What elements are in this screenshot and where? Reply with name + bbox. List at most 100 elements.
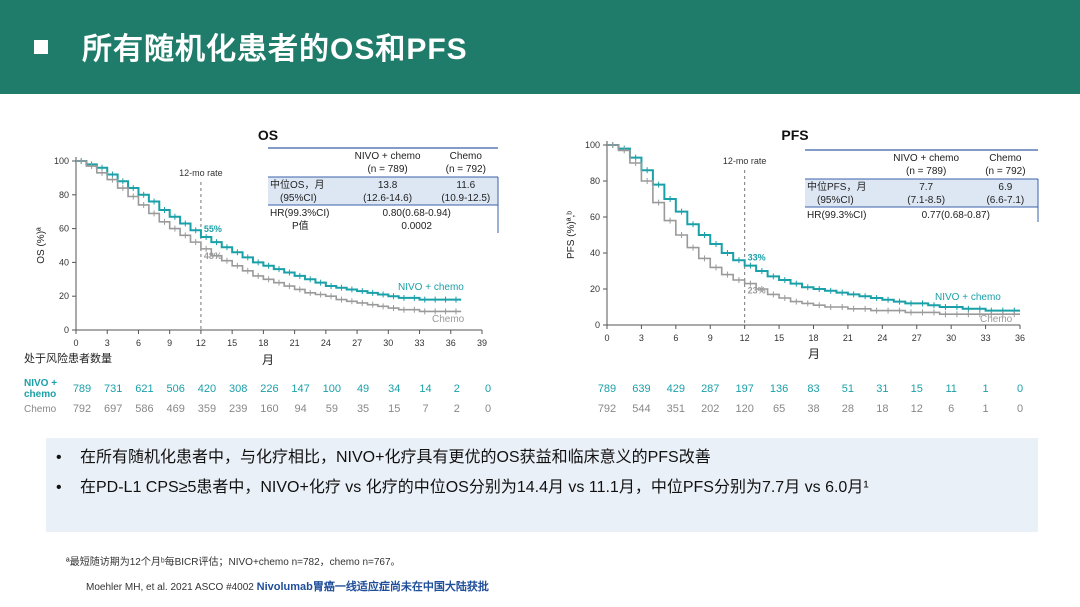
table-col1-head: NIVO + chemo: [893, 153, 959, 164]
y-tick-label: 0: [64, 325, 69, 335]
table-row2-label: HR(99.3%CI): [270, 208, 329, 219]
risk-count-chemo: 12: [911, 403, 923, 415]
risk-count-nivo: 731: [104, 383, 122, 395]
table-row1-label: 中位OS，月: [270, 178, 324, 191]
x-tick-label: 27: [352, 338, 362, 348]
risk-count-chemo: 2: [454, 403, 460, 415]
x-tick-label: 36: [1015, 333, 1025, 343]
risk-count-nivo: 308: [229, 383, 247, 395]
x-axis-label: 月: [262, 353, 274, 367]
table-row3-value: 0.0002: [401, 221, 432, 232]
chart-title: OS: [258, 127, 278, 143]
x-tick-label: 39: [477, 338, 487, 348]
rate-value-label: 23%: [748, 286, 766, 296]
risk-count-nivo: 197: [735, 383, 753, 395]
summary-box: • 在所有随机化患者中，与化疗相比，NIVO+化疗具有更优的OS获益和临床意义的…: [46, 438, 1038, 532]
risk-count-nivo: 11: [945, 383, 956, 395]
risk-count-nivo: 15: [911, 383, 923, 395]
rate-line-label: 12-mo rate: [179, 168, 223, 178]
x-tick-label: 15: [227, 338, 237, 348]
y-axis-label: PFS (%)ª,ᵇ: [566, 211, 577, 259]
table-col1-head: NIVO + chemo: [355, 151, 421, 162]
x-tick-label: 18: [258, 338, 268, 348]
risk-label-nivo-1: NIVO +: [24, 378, 57, 389]
risk-count-chemo: 18: [876, 403, 888, 415]
table-row2-label: HR(99.3%CI): [807, 210, 866, 221]
rate-value-label: 33%: [748, 253, 766, 263]
risk-count-chemo: 6: [948, 403, 954, 415]
risk-count-nivo: 49: [357, 383, 369, 395]
table-row1-v1: 13.8: [378, 180, 398, 191]
y-tick-label: 20: [590, 284, 600, 294]
reference: Moehler MH, et al. 2021 ASCO #4002 Nivol…: [86, 578, 489, 594]
risk-count-chemo: 38: [807, 403, 819, 415]
table-row2-value: 0.80(0.68-0.94): [383, 208, 451, 219]
table-col1-n: (n = 789): [367, 164, 407, 175]
risk-count-nivo: 0: [1017, 383, 1023, 395]
risk-count-nivo: 639: [632, 383, 650, 395]
risk-count-chemo: 792: [598, 403, 616, 415]
risk-count-chemo: 544: [632, 403, 650, 415]
x-tick-label: 27: [912, 333, 922, 343]
title-bar: 所有随机化患者的OS和PFS: [0, 0, 1080, 94]
risk-count-nivo: 14: [419, 383, 431, 395]
x-tick-label: 24: [877, 333, 887, 343]
risk-count-chemo: 0: [485, 403, 491, 415]
risk-count-chemo: 239: [229, 403, 247, 415]
risk-count-nivo: 287: [701, 383, 719, 395]
series-line-nivo: [607, 144, 1020, 312]
table-row3-label: P值: [292, 219, 309, 232]
risk-count-nivo: 34: [388, 383, 400, 395]
legend-nivo: NIVO + chemo: [398, 282, 464, 293]
risk-count-nivo: 31: [876, 383, 888, 395]
risk-count-chemo: 586: [135, 403, 153, 415]
table-row1-v1-ci: (12.6-14.6): [363, 193, 412, 204]
reference-citation: Moehler MH, et al. 2021 ASCO #4002: [86, 582, 254, 593]
rate-value-label: 55%: [204, 224, 222, 234]
rate-line-label: 12-mo rate: [723, 156, 767, 166]
y-tick-label: 100: [54, 156, 69, 166]
legend-nivo: NIVO + chemo: [935, 292, 1001, 303]
table-band: [268, 177, 498, 205]
y-tick-label: 80: [59, 190, 69, 200]
y-tick-label: 40: [59, 257, 69, 267]
y-tick-label: 100: [585, 140, 600, 150]
x-tick-label: 9: [708, 333, 713, 343]
y-tick-label: 60: [590, 212, 600, 222]
risk-label-nivo-2: chemo: [24, 389, 56, 400]
risk-count-nivo: 0: [485, 383, 491, 395]
x-tick-label: 18: [808, 333, 818, 343]
risk-count-chemo: 202: [701, 403, 719, 415]
x-tick-label: 30: [383, 338, 393, 348]
table-row1-v2-ci: (10.9-12.5): [441, 193, 490, 204]
rate-value-label: 48%: [204, 251, 222, 261]
risk-count-nivo: 147: [291, 383, 309, 395]
x-tick-label: 3: [105, 338, 110, 348]
risk-count-nivo: 226: [260, 383, 278, 395]
x-tick-label: 12: [196, 338, 206, 348]
legend-chemo: Chemo: [980, 314, 1013, 325]
y-tick-label: 20: [59, 291, 69, 301]
x-tick-label: 9: [167, 338, 172, 348]
title-bullet-square: [34, 40, 48, 54]
risk-count-nivo: 789: [598, 383, 616, 395]
reference-brand: Nivolumab胃癌一线适应症尚未在中国大陆获批: [256, 581, 489, 593]
x-tick-label: 6: [673, 333, 678, 343]
risk-count-chemo: 35: [357, 403, 369, 415]
risk-count-nivo: 621: [135, 383, 153, 395]
risk-count-nivo: 1: [983, 383, 989, 395]
table-row1-v1-ci: (7.1-8.5): [907, 195, 945, 206]
table-row1-sub: (95%CI): [817, 195, 854, 206]
table-col2-head: Chemo: [450, 151, 483, 162]
risk-count-nivo: 100: [323, 383, 341, 395]
legend-chemo: Chemo: [432, 314, 465, 325]
x-tick-label: 21: [843, 333, 853, 343]
risk-count-chemo: 0: [1017, 403, 1023, 415]
x-axis-label: 月: [808, 347, 820, 361]
risk-count-chemo: 160: [260, 403, 278, 415]
y-tick-label: 80: [590, 176, 600, 186]
risk-count-nivo: 506: [167, 383, 185, 395]
risk-count-chemo: 7: [422, 403, 428, 415]
